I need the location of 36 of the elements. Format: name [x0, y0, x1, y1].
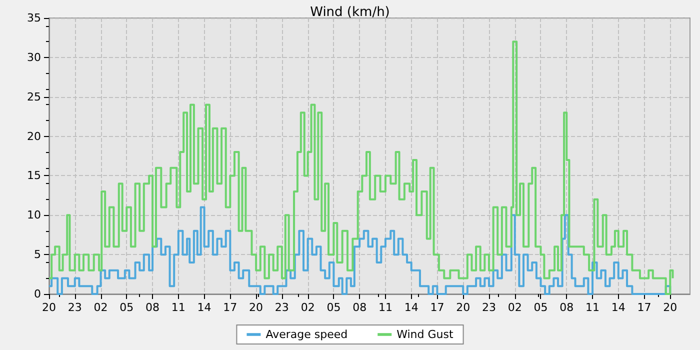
x-tick-label: 05	[326, 301, 341, 314]
x-tick-label: 17	[223, 301, 238, 314]
x-tick-label: 20	[249, 301, 264, 314]
y-tick-label: 0	[34, 288, 41, 300]
x-tick-label: 08	[352, 301, 367, 314]
x-tick-label: 20	[663, 301, 678, 314]
x-tick-label: 17	[637, 301, 652, 314]
x-tick-label: 05	[120, 301, 134, 314]
y-tick-label: 15	[27, 169, 41, 182]
x-tick-label: 02	[94, 301, 108, 314]
y-tick-label: 20	[27, 130, 41, 143]
y-tick-label: 10	[27, 208, 41, 222]
x-tick-label: 11	[171, 301, 186, 314]
y-tick-label: 35	[27, 12, 41, 24]
x-tick-label: 17	[430, 301, 444, 314]
x-tick-label: 11	[586, 301, 600, 314]
y-tick-label: 30	[27, 50, 41, 64]
x-tick-label: 23	[274, 301, 289, 314]
x-tick-label: 14	[611, 301, 626, 314]
y-tick-label: 25	[27, 90, 41, 104]
x-tick-label: 08	[560, 301, 574, 314]
x-tick-label: 14	[404, 301, 418, 314]
x-tick-label: 14	[197, 301, 212, 314]
legend-label: Wind Gust	[396, 328, 454, 341]
y-tick-label: 5	[34, 248, 41, 262]
x-tick-label: 08	[146, 301, 160, 314]
x-tick-label: 11	[378, 301, 392, 314]
legend-label: Average speed	[266, 328, 348, 341]
x-tick-label: 23	[68, 301, 82, 314]
chart-title: Wind (km/h)	[310, 5, 390, 20]
x-tick-label: 05	[534, 301, 548, 314]
x-tick-label: 02	[508, 301, 522, 314]
x-tick-label: 23	[482, 301, 496, 314]
x-tick-label: 20	[456, 301, 470, 314]
x-tick-label: 02	[300, 301, 315, 314]
x-tick-label: 20	[42, 301, 56, 314]
